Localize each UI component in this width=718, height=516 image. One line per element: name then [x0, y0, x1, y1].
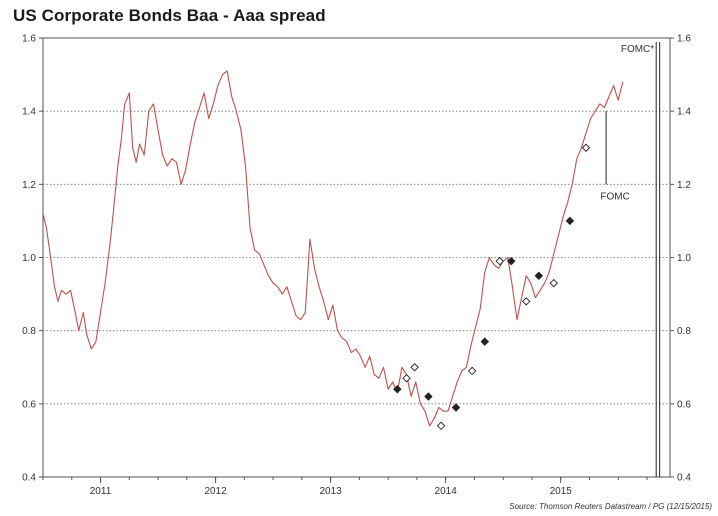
spread-line [42, 70, 624, 427]
fomc-annotation: FOMC* [621, 44, 654, 55]
y-tick-label: 0.8 [22, 326, 36, 337]
marker-group [393, 143, 591, 431]
source-note: Source: Thomson Reuters Datastream / PG … [509, 502, 712, 511]
y-tick-label: 1.0 [22, 253, 36, 264]
filled-diamond-marker [393, 384, 402, 394]
filled-diamond-marker [534, 271, 544, 281]
y-tick-label: 0.4 [677, 473, 691, 484]
open-diamond-marker [521, 297, 531, 306]
open-diamond-marker [402, 373, 411, 383]
x-tick-label: 2013 [319, 486, 342, 497]
y-tick-label: 1.2 [677, 180, 691, 191]
y-tick-label: 0.4 [22, 473, 36, 484]
x-tick-label: 2012 [204, 486, 227, 497]
filled-diamond-marker [565, 216, 575, 226]
filled-diamond-marker [424, 392, 433, 401]
y-tick-label: 1.4 [22, 107, 36, 118]
y-axis-left: 0.4 0.6 0.8 1.0 1.2 1.4 1.6 [22, 34, 43, 484]
y-tick-label: 0.6 [677, 399, 691, 410]
y-tick-label: 1.4 [677, 107, 691, 118]
y-tick-label: 1.6 [677, 34, 691, 45]
y-axis-right: 0.4 0.6 0.8 1.0 1.2 1.4 1.6 [670, 34, 691, 484]
series-group [42, 70, 624, 427]
open-diamond-marker [410, 363, 419, 372]
open-diamond-marker [581, 143, 591, 152]
x-axis: 2011 2012 2013 2014 2015 [42, 477, 648, 497]
y-tick-label: 1.2 [22, 180, 36, 191]
fomc-vertical-lines [655, 42, 661, 477]
fomc-annotation: FOMC [600, 191, 629, 202]
x-tick-label: 2015 [550, 486, 573, 497]
filled-diamond-marker [507, 256, 516, 266]
filled-diamond-marker [480, 337, 490, 346]
x-tick-label: 2011 [90, 486, 112, 497]
x-tick-label: 2014 [435, 486, 458, 497]
chart-title: US Corporate Bonds Baa - Aaa spread [13, 6, 326, 25]
open-diamond-marker [495, 256, 504, 266]
y-tick-label: 1.6 [22, 34, 36, 45]
grid-lines [43, 110, 670, 405]
y-tick-label: 0.6 [22, 399, 36, 410]
y-tick-label: 0.8 [677, 326, 691, 337]
open-diamond-marker [467, 366, 477, 376]
filled-diamond-marker [451, 403, 461, 412]
open-diamond-marker [436, 421, 446, 431]
y-tick-label: 1.0 [677, 253, 691, 264]
open-diamond-marker [549, 278, 559, 288]
annotation-group: FOMC* FOMC [600, 44, 654, 202]
